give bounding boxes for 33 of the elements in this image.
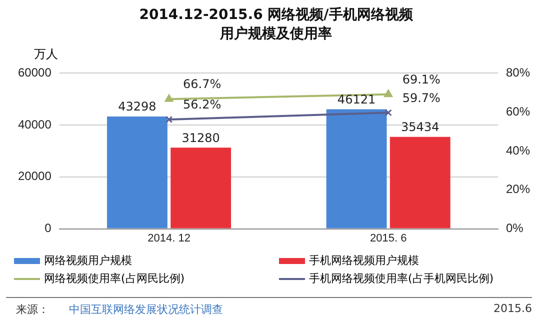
bar (326, 109, 387, 228)
data-label: 59.7% (402, 90, 440, 105)
data-label: 43298 (118, 100, 156, 114)
chart-subtitle: 用户规模及使用率 (220, 26, 332, 42)
text: 中国互联网络发展状况统计调查 (69, 303, 223, 316)
bar (107, 116, 168, 228)
data-label: 69.1% (402, 72, 440, 87)
y2-tick-label: 60% (506, 104, 530, 118)
y2-tick-label: 40% (506, 143, 530, 158)
text: 2015.6 (494, 302, 532, 315)
x-tick-label: 2015. 6 (370, 232, 407, 244)
source-note: 来源： (16, 303, 49, 316)
y-tick-label: 0 (44, 221, 52, 236)
data-label: 31280 (182, 130, 220, 145)
y-tick-label: 20000 (18, 169, 52, 184)
legend-label: 手机网络视频用户规模 (309, 253, 419, 268)
y2-tick-label: 20% (506, 182, 530, 196)
x-tick-label: 2014. 12 (148, 232, 190, 244)
y-axis-title: 万人 (34, 46, 58, 63)
legend-label: 网络视频用户规模 (44, 253, 132, 268)
y-tick-label: 40000 (18, 117, 52, 132)
bar (170, 148, 232, 228)
data-label: 46121 (337, 92, 376, 106)
legend-label: 手机网络视频使用率(占手机网民比例) (309, 271, 494, 286)
data-label: 56.2% (183, 98, 222, 112)
bar (390, 136, 450, 228)
chart-title: 2014.12-2015.6 网络视频/手机网络视频 (139, 7, 413, 23)
y-tick-label: 60000 (18, 66, 52, 80)
y2-tick-label: 0% (506, 221, 524, 236)
y2-tick-label: 80% (506, 66, 530, 80)
data-label: 66.7% (183, 77, 222, 92)
legend-label: 网络视频使用率(占网民比例) (44, 271, 185, 286)
data-label: 35434 (401, 120, 440, 134)
